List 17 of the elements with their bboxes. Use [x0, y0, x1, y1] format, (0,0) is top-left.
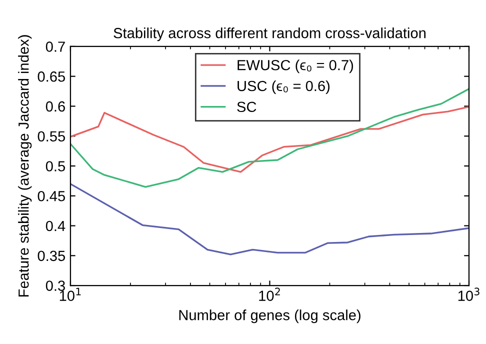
- chart-title: Stability across different random cross-validation: [114, 28, 426, 42]
- legend-label: SC: [237, 102, 256, 112]
- legend-label: USC (ϵ₀ = 0.6): [238, 80, 330, 94]
- y-tick-label: 0.4: [46, 220, 66, 232]
- x-tick-label: 10$^{2}$: [259, 288, 280, 301]
- y-tick-label: 0.45: [38, 190, 65, 202]
- legend-label: EWUSC (ϵ₀ = 0.7): [238, 60, 354, 74]
- x-axis-title: Number of genes (log scale): [179, 310, 360, 324]
- y-tick-label: 0.3: [46, 280, 65, 291]
- y-tick-label: 0.55: [38, 131, 65, 142]
- y-tick-label: 0.6: [46, 101, 65, 112]
- y-tick-label: 0.35: [38, 250, 65, 262]
- x-tick-label: 10$^{3}$: [458, 288, 480, 301]
- y-tick-label: 0.65: [38, 71, 65, 82]
- y-tick-label: 0.5: [46, 161, 65, 172]
- y-axis-title: Feature stability (average Jaccard index): [18, 35, 32, 296]
- y-tick-label: 0.7: [46, 42, 65, 52]
